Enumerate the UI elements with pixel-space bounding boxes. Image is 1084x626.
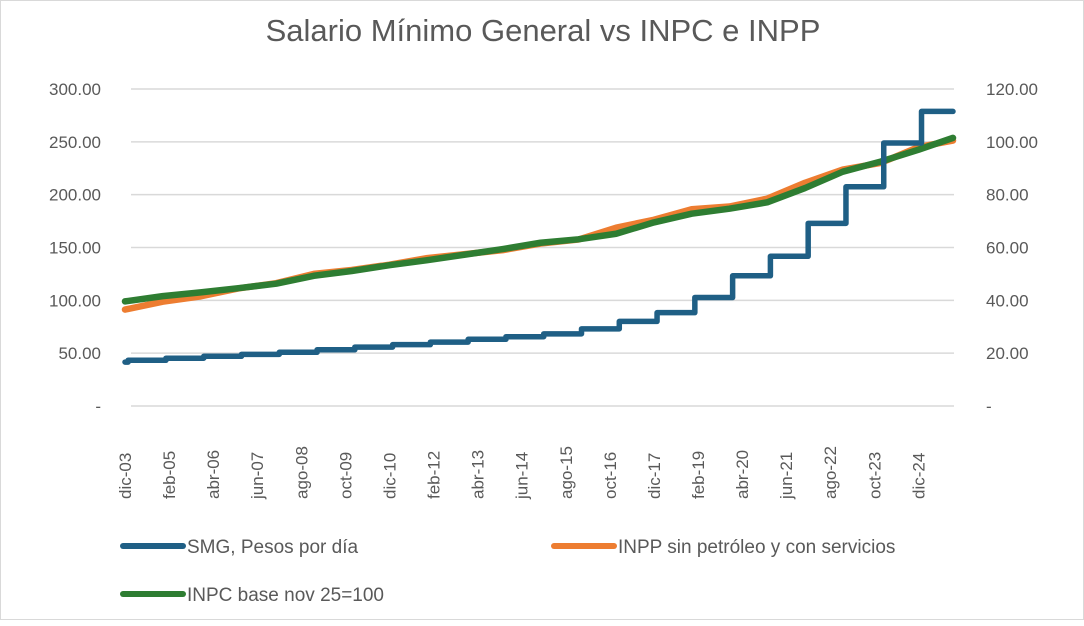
legend-label: SMG, Pesos por día <box>187 537 359 558</box>
y-left-tick-label: 50.00 <box>58 344 101 363</box>
chart-title: Salario Mínimo General vs INPC e INPP <box>266 13 821 48</box>
y-axis-left: - 50.00 100.00 150.00 200.00 250.00 300.00 <box>49 80 101 416</box>
x-tick-label: abr-06 <box>204 450 223 499</box>
x-tick-label: ago-15 <box>557 446 576 499</box>
series-lines <box>121 108 957 365</box>
x-tick-label: abr-20 <box>733 450 752 499</box>
y-left-tick-label: 250.00 <box>49 133 101 152</box>
y-left-tick-label: 150.00 <box>49 239 101 258</box>
y-right-tick-label: 100.00 <box>986 133 1038 152</box>
y-left-tick-label: 200.00 <box>49 186 101 205</box>
x-tick-label: dic-10 <box>380 453 399 499</box>
x-tick-label: ago-08 <box>292 446 311 499</box>
y-right-tick-label: 80.00 <box>986 186 1029 205</box>
x-tick-label: oct-09 <box>336 452 355 499</box>
x-tick-label: jun-07 <box>248 452 267 500</box>
x-tick-label: oct-16 <box>601 452 620 499</box>
x-tick-label: dic-03 <box>116 453 135 499</box>
y-right-tick-label: 40.00 <box>986 291 1029 310</box>
y-left-tick-label: - <box>95 397 101 416</box>
y-axis-right: - 20.00 40.00 60.00 80.00 100.00 120.00 <box>986 80 1038 416</box>
x-tick-label: dic-17 <box>645 453 664 499</box>
x-tick-label: jun-14 <box>513 452 532 500</box>
y-right-tick-label: 120.00 <box>986 80 1038 99</box>
x-tick-label: dic-24 <box>909 453 928 499</box>
y-left-tick-label: 300.00 <box>49 80 101 99</box>
x-tick-label: ago-22 <box>821 446 840 499</box>
y-right-tick-label: - <box>986 397 992 416</box>
x-axis: dic-03 feb-05 abr-06 jun-07 ago-08 oct-09 dic-… <box>116 446 928 500</box>
series-line-smg <box>122 108 956 365</box>
legend-label: INPP sin petróleo y con servicios <box>618 537 895 558</box>
y-right-tick-label: 20.00 <box>986 344 1029 363</box>
legend-label: INPC base nov 25=100 <box>187 585 384 606</box>
y-right-tick-label: 60.00 <box>986 239 1029 258</box>
gridlines <box>131 88 954 407</box>
series-line-inpc <box>121 134 957 305</box>
x-tick-label: abr-13 <box>469 450 488 499</box>
x-tick-label: feb-05 <box>160 451 179 499</box>
x-tick-label: feb-12 <box>425 451 444 499</box>
legend: SMG, Pesos por día INPP sin petróleo y co… <box>120 537 895 606</box>
y-left-tick-label: 100.00 <box>49 291 101 310</box>
x-tick-label: oct-23 <box>865 452 884 499</box>
x-tick-label: jun-21 <box>777 452 796 500</box>
x-tick-label: feb-19 <box>689 451 708 499</box>
